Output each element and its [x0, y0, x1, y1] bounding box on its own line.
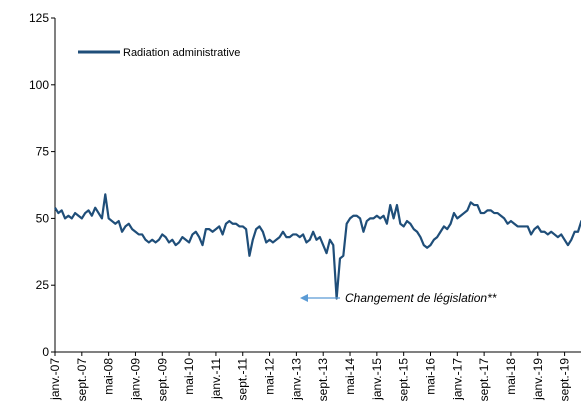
x-tick-label: mai-16 [423, 358, 437, 395]
x-tick-label: mai-18 [504, 358, 518, 395]
y-tick-label: 0 [42, 345, 49, 359]
x-tick-label: janv.-13 [289, 358, 303, 401]
x-tick-label: janv.-07 [48, 358, 62, 401]
y-tick-label: 25 [36, 278, 50, 292]
line-series [54, 193, 581, 300]
x-tick-label: mai-08 [102, 358, 116, 395]
x-tick-label: mai-12 [263, 358, 277, 395]
x-tick-label: janv.-09 [128, 358, 142, 401]
x-tick-label: sept.-19 [558, 358, 572, 402]
x-tick-label: janv.-17 [450, 358, 464, 401]
x-tick-label: janv.-19 [531, 358, 545, 401]
legend-label: Radiation administrative [123, 47, 240, 59]
x-tick-label: mai-10 [182, 358, 196, 395]
x-tick-label: sept.-13 [316, 358, 330, 402]
x-tick-label: sept.-07 [75, 358, 89, 402]
x-tick-label: sept.-15 [397, 358, 411, 402]
y-tick-label: 125 [29, 11, 49, 25]
x-tick-label: sept.-11 [236, 358, 250, 401]
x-tick-label: janv.-11 [209, 358, 223, 400]
x-tick-label: sept.-17 [477, 358, 491, 402]
annotation: Changement de législation** [345, 291, 497, 305]
x-tick-label: janv.-15 [370, 358, 384, 401]
x-tick-label: mai-14 [343, 358, 357, 395]
y-tick-label: 50 [36, 211, 50, 225]
x-tick-label: sept.-09 [155, 358, 169, 402]
y-tick-label: 75 [36, 145, 50, 159]
y-tick-label: 100 [29, 78, 49, 92]
annotation-arrowhead [300, 294, 308, 302]
